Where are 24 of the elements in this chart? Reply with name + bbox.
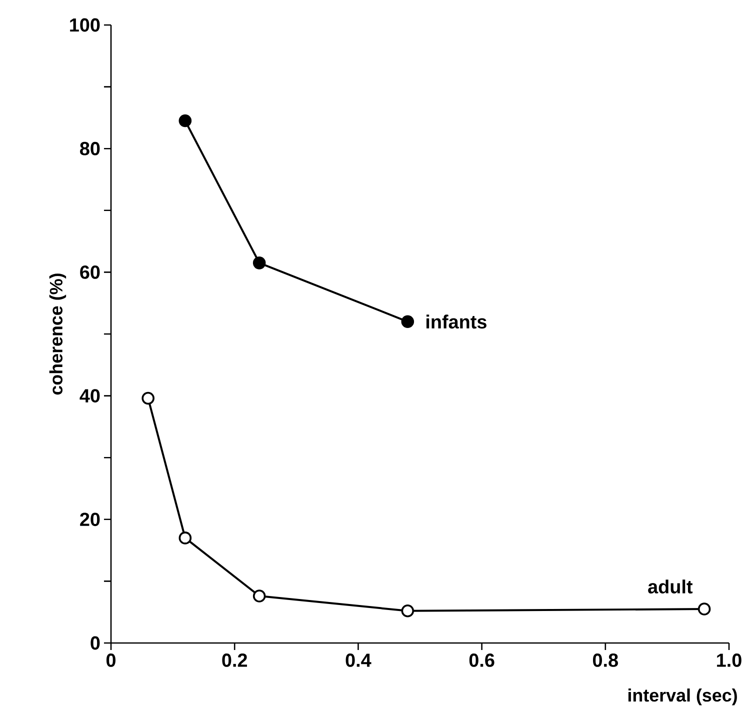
point <box>698 602 711 616</box>
x-tick-label: 0.6 <box>469 654 494 667</box>
y-tick-label: 40 <box>80 389 100 402</box>
point <box>178 114 192 128</box>
y-tick-label: 0 <box>90 636 100 650</box>
x-tick-label: 0.4 <box>346 654 372 667</box>
point <box>252 590 266 602</box>
y-axis-title: coherence (%) <box>49 274 66 395</box>
y-tick-label: 100 <box>70 18 100 32</box>
y-tick-label: 60 <box>80 265 100 279</box>
y-tick-label: 20 <box>80 512 100 526</box>
point <box>178 532 192 544</box>
x-tick-label: 1.0 <box>717 654 742 667</box>
point <box>142 392 154 405</box>
point <box>401 604 414 618</box>
x-axis-title: interval (sec) <box>628 688 737 706</box>
point <box>401 315 414 328</box>
y-tick-label: 80 <box>80 142 100 156</box>
series-label: infants <box>426 314 486 329</box>
x-tick-label: 0.2 <box>222 654 247 667</box>
x-tick-label: 0 <box>106 654 116 667</box>
x-tick-label: 0.8 <box>593 654 618 667</box>
point <box>252 256 266 270</box>
series-label: adult <box>648 580 693 594</box>
